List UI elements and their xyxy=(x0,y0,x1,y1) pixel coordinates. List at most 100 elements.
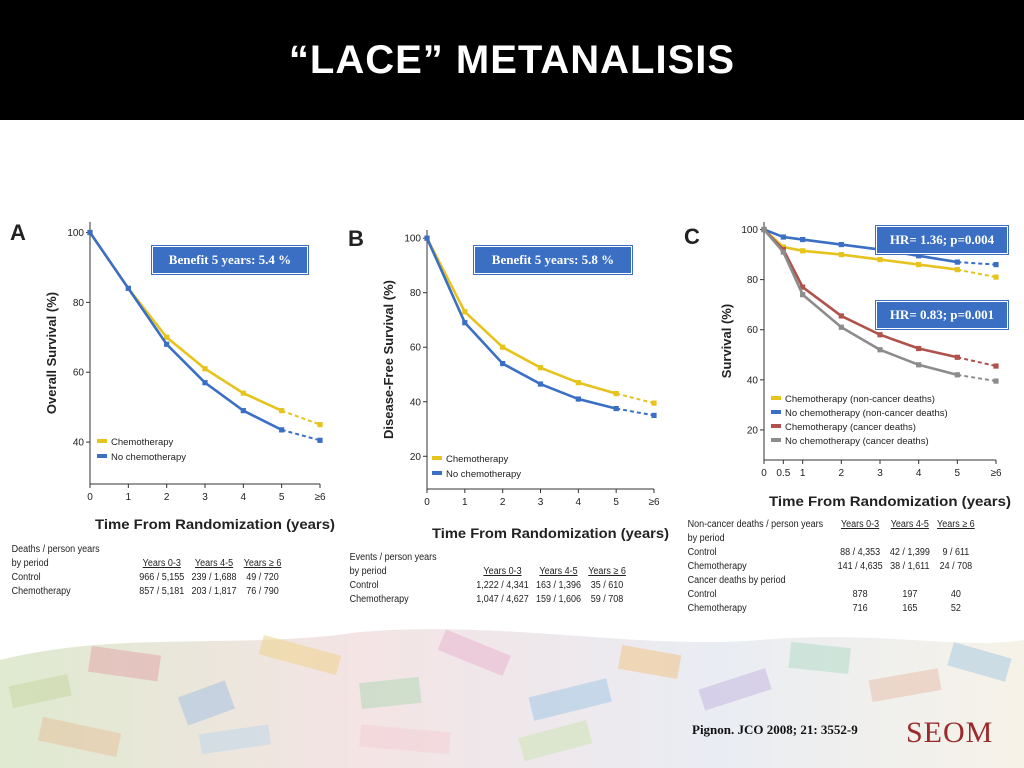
x-tick-label: 4 xyxy=(241,492,247,503)
table-cell: 49 / 720 xyxy=(246,572,279,583)
legend-swatch xyxy=(97,439,107,443)
x-tick-label: 0.5 xyxy=(776,468,790,479)
legend-label: No chemotherapy (cancer deaths) xyxy=(785,436,929,447)
data-point xyxy=(500,360,506,367)
table-row: Control 1,222 / 4,341 163 / 1,396 35 / 6… xyxy=(346,577,629,591)
panel-letter-b: B xyxy=(348,226,364,251)
data-point xyxy=(877,332,883,338)
legend-label: No chemotherapy xyxy=(111,452,186,463)
series-extension-line xyxy=(957,356,997,368)
x-tick-label: 4 xyxy=(916,468,922,479)
decorative-mosaic-background xyxy=(0,629,1024,768)
row-label: Control xyxy=(349,580,379,591)
series-extension-line xyxy=(957,373,997,383)
x-tick-label: 0 xyxy=(87,492,93,503)
table-b: Events / person years by period Years 0-… xyxy=(346,549,629,605)
column-header: Years ≥ 6 xyxy=(243,558,282,569)
row-label: Control xyxy=(11,572,41,583)
y-tick-label: 100 xyxy=(67,228,84,239)
data-point xyxy=(800,236,806,243)
x-tick-label: 1 xyxy=(462,497,468,508)
legend-label: Chemotherapy (cancer deaths) xyxy=(785,422,916,433)
x-tick-label: 1 xyxy=(800,468,806,479)
table-cell: 966 / 5,155 xyxy=(139,572,185,583)
column-header: Years 0-3 xyxy=(142,558,181,569)
table-section-label: Cancer deaths by period xyxy=(687,575,786,586)
table-cell: 165 xyxy=(902,603,918,614)
series-line xyxy=(425,237,617,410)
y-tick-label: 100 xyxy=(404,234,421,245)
data-point xyxy=(279,427,285,433)
column-header: Years 4-5 xyxy=(539,566,578,577)
table-row: Chemotherapy 857 / 5,181 203 / 1,817 76 … xyxy=(8,583,285,597)
data-point xyxy=(800,284,806,290)
x-tick-label: 2 xyxy=(500,497,506,508)
data-point xyxy=(537,365,544,371)
x-tick-label: 1 xyxy=(126,492,132,503)
panel-letter-a: A xyxy=(10,220,26,245)
data-point xyxy=(125,285,131,291)
seom-logo: SEOM xyxy=(906,716,994,749)
legend-label: Chemotherapy xyxy=(111,437,174,448)
y-axis-label: Disease-Free Survival (%) xyxy=(381,280,396,439)
table-cell: 203 / 1,817 xyxy=(191,586,237,597)
y-tick-label: 40 xyxy=(410,397,422,408)
data-point xyxy=(424,235,430,241)
row-label: Chemotherapy xyxy=(11,586,71,597)
y-tick-label: 20 xyxy=(410,452,422,463)
y-tick-label: 80 xyxy=(410,288,422,299)
legend-label: No chemotherapy (non-cancer deaths) xyxy=(785,408,948,419)
hr-box-cancer: HR= 0.83; p=0.001 xyxy=(876,301,1008,329)
column-header: Years 4-5 xyxy=(194,558,234,569)
table-subheader: by period xyxy=(11,558,49,569)
benefit-box-b: Benefit 5 years: 5.8 % xyxy=(474,246,632,274)
x-axis-label: Time From Randomization (years) xyxy=(95,516,335,532)
y-tick-label: 100 xyxy=(741,225,758,236)
x-tick-label: ≥6 xyxy=(648,497,659,508)
x-tick-label: 3 xyxy=(877,468,883,479)
data-point xyxy=(877,256,883,263)
data-point xyxy=(317,437,323,443)
data-point xyxy=(462,309,468,315)
data-point xyxy=(87,229,93,236)
data-point xyxy=(838,241,844,248)
citation: Pignon. JCO 2008; 21: 3552-9 xyxy=(692,722,858,737)
table-header: Events / person years xyxy=(349,552,437,563)
table-cell: 878 xyxy=(852,589,868,600)
row-label: Chemotherapy xyxy=(687,603,747,614)
y-tick-label: 80 xyxy=(747,275,759,286)
table-row: Control 878 197 40 xyxy=(684,586,978,600)
data-point xyxy=(916,362,922,368)
row-label: Control xyxy=(687,547,717,558)
data-point xyxy=(993,378,999,384)
table-a: Deaths / person years by period Years 0-… xyxy=(8,541,285,597)
y-tick-label: 40 xyxy=(747,375,759,386)
x-tick-label: 5 xyxy=(955,468,961,479)
column-header: Years 0-3 xyxy=(840,519,880,530)
table-cell: 9 / 611 xyxy=(942,547,970,558)
benefit-box-a: Benefit 5 years: 5.4 % xyxy=(152,246,308,274)
series-line xyxy=(425,237,617,395)
series-extension-line xyxy=(957,261,997,266)
title-bar: “LACE” METANALISIS xyxy=(0,0,1024,120)
column-header: Years 0-3 xyxy=(483,566,522,577)
legend-swatch xyxy=(771,410,781,414)
x-tick-label: 0 xyxy=(761,468,767,479)
table-row: Chemotherapy 141 / 4,635 38 / 1,611 24 /… xyxy=(684,558,978,572)
x-tick-label: 5 xyxy=(279,492,285,503)
y-tick-label: 40 xyxy=(73,438,85,449)
data-point xyxy=(164,341,170,347)
data-point xyxy=(993,274,999,280)
data-point xyxy=(462,320,468,326)
x-tick-label: ≥6 xyxy=(990,468,1001,479)
table-cell: 24 / 708 xyxy=(939,561,973,572)
data-point xyxy=(780,249,786,255)
table-cell: 88 / 4,353 xyxy=(840,547,881,558)
data-point xyxy=(800,248,806,254)
column-header: Years ≥ 6 xyxy=(937,519,975,530)
data-point xyxy=(651,412,657,418)
data-point xyxy=(916,261,922,268)
table-subheader: by period xyxy=(349,566,387,577)
